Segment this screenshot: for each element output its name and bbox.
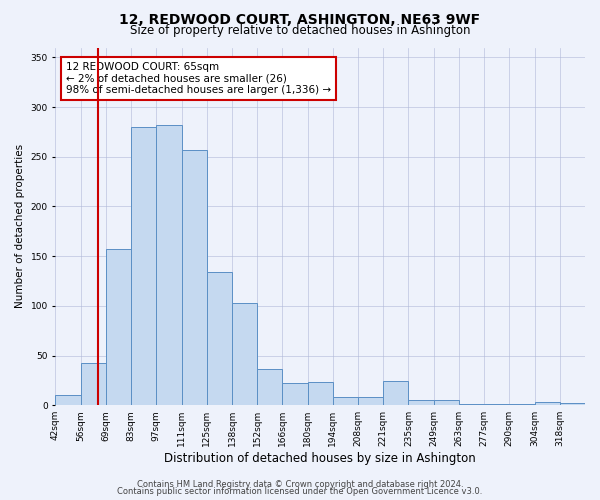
Bar: [257, 370, 283, 405]
Bar: [333, 398, 358, 405]
Bar: [106, 249, 131, 405]
Bar: [459, 404, 484, 405]
Bar: [383, 382, 409, 405]
Bar: [409, 400, 434, 405]
Text: 12, REDWOOD COURT, ASHINGTON, NE63 9WF: 12, REDWOOD COURT, ASHINGTON, NE63 9WF: [119, 12, 481, 26]
Bar: [560, 403, 585, 405]
Text: Contains HM Land Registry data © Crown copyright and database right 2024.: Contains HM Land Registry data © Crown c…: [137, 480, 463, 489]
Bar: [308, 382, 333, 405]
Bar: [434, 400, 459, 405]
Bar: [55, 396, 80, 405]
Bar: [535, 402, 560, 405]
Y-axis label: Number of detached properties: Number of detached properties: [15, 144, 25, 308]
X-axis label: Distribution of detached houses by size in Ashington: Distribution of detached houses by size …: [164, 452, 476, 465]
Bar: [283, 384, 308, 405]
Text: 12 REDWOOD COURT: 65sqm
← 2% of detached houses are smaller (26)
98% of semi-det: 12 REDWOOD COURT: 65sqm ← 2% of detached…: [66, 62, 331, 95]
Bar: [131, 127, 157, 405]
Bar: [509, 404, 535, 405]
Bar: [232, 303, 257, 405]
Bar: [207, 272, 232, 405]
Bar: [358, 398, 383, 405]
Bar: [80, 364, 106, 405]
Text: Contains public sector information licensed under the Open Government Licence v3: Contains public sector information licen…: [118, 487, 482, 496]
Bar: [484, 404, 509, 405]
Bar: [157, 125, 182, 405]
Text: Size of property relative to detached houses in Ashington: Size of property relative to detached ho…: [130, 24, 470, 37]
Bar: [182, 150, 207, 405]
